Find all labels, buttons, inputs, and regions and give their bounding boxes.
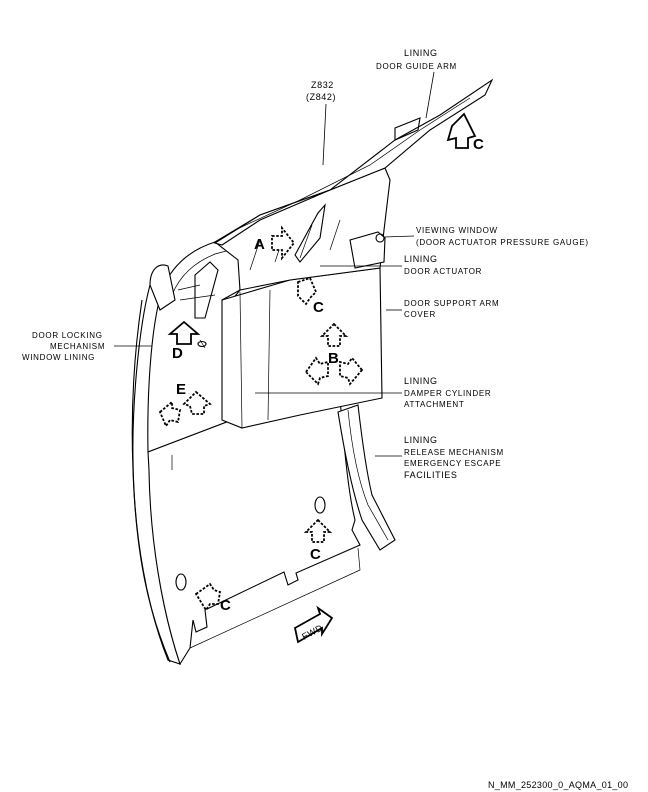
view-arrow-c-actuator (297, 276, 318, 306)
door-guide-arm-lining (213, 78, 494, 246)
label-damper-3: ATTACHMENT (404, 400, 464, 409)
label-zone-alt: (Z842) (306, 92, 336, 102)
view-letter-c-top: C (473, 136, 484, 153)
locking-handle (194, 261, 219, 319)
view-arrow-b-right (339, 356, 364, 386)
label-locking-3: WINDOW LINING (22, 353, 95, 362)
view-letter-c-lower-right: C (310, 546, 321, 563)
view-arrow-c-lower-right (303, 518, 333, 543)
label-viewing-2: (DOOR ACTUATOR PRESSURE GAUGE) (416, 238, 589, 247)
label-locking-1: DOOR LOCKING (32, 331, 103, 340)
fwd-arrow (293, 605, 334, 644)
leader-viewing-window (383, 235, 415, 238)
lower-panel-edge (189, 547, 361, 649)
view-arrows (158, 112, 477, 644)
view-arrow-a (271, 225, 296, 261)
view-arrow-c-lower-left (194, 582, 222, 612)
label-actuator-2: DOOR ACTUATOR (404, 267, 482, 276)
viewing-window (349, 231, 386, 269)
damper-box-divider (267, 289, 271, 421)
label-release-1: LINING (404, 435, 438, 445)
upper-frame-inner (171, 249, 231, 296)
view-arrow-b-up (319, 322, 349, 347)
figure-reference-code: N_MM_252300_0_AQMA_01_00 (488, 780, 628, 790)
damper-box-front (239, 291, 243, 429)
label-release-2: RELEASE MECHANISM (404, 448, 504, 457)
leader-lines (114, 71, 435, 457)
label-viewing-1: VIEWING WINDOW (416, 226, 498, 235)
label-locking-2: MECHANISM (50, 342, 105, 351)
locking-pin (197, 340, 207, 348)
view-arrow-b-left (304, 356, 329, 386)
guide-arm-clip (394, 117, 421, 141)
view-letter-c-actuator: C (313, 299, 324, 316)
callout-labels: LINING DOOR GUIDE ARM Z832 (Z842) VIEWIN… (22, 48, 589, 642)
label-zone-main: Z832 (311, 80, 334, 90)
view-letter-d: D (172, 345, 183, 362)
view-letters: A C C B D E C C (172, 136, 484, 614)
label-support-1: DOOR SUPPORT ARM (404, 299, 499, 308)
fastener-upper (314, 496, 326, 514)
pressure-gauge-icon (375, 233, 385, 243)
label-damper-2: DAMPER CYLINDER (404, 389, 491, 398)
fastener-lower (175, 573, 187, 591)
door-edge-seam (131, 299, 171, 663)
label-actuator-1: LINING (404, 254, 438, 264)
view-arrow-d (167, 320, 201, 345)
actuator-bracket (294, 203, 326, 263)
label-lining-guide-2: DOOR GUIDE ARM (376, 62, 457, 71)
leader-door-guide-arm (425, 71, 435, 119)
label-lining-guide-1: LINING (404, 48, 438, 58)
view-letter-e: E (176, 381, 186, 398)
view-arrow-c-top (446, 112, 477, 149)
view-arrow-e-2 (182, 390, 212, 415)
label-release-3: EMERGENCY ESCAPE (404, 459, 501, 468)
view-letter-c-lower-left: C (220, 597, 231, 614)
view-letter-b: B (328, 350, 339, 367)
guide-arm-rail (234, 97, 471, 231)
view-letter-a: A (254, 236, 265, 253)
release-strip-inner (347, 409, 389, 541)
label-support-2: COVER (404, 310, 436, 319)
leader-zone (322, 103, 327, 166)
door-locking-mechanism (149, 264, 176, 311)
view-arrow-e-1 (158, 400, 182, 428)
label-release-4: FACILITIES (404, 470, 458, 480)
label-damper-1: LINING (404, 376, 438, 386)
